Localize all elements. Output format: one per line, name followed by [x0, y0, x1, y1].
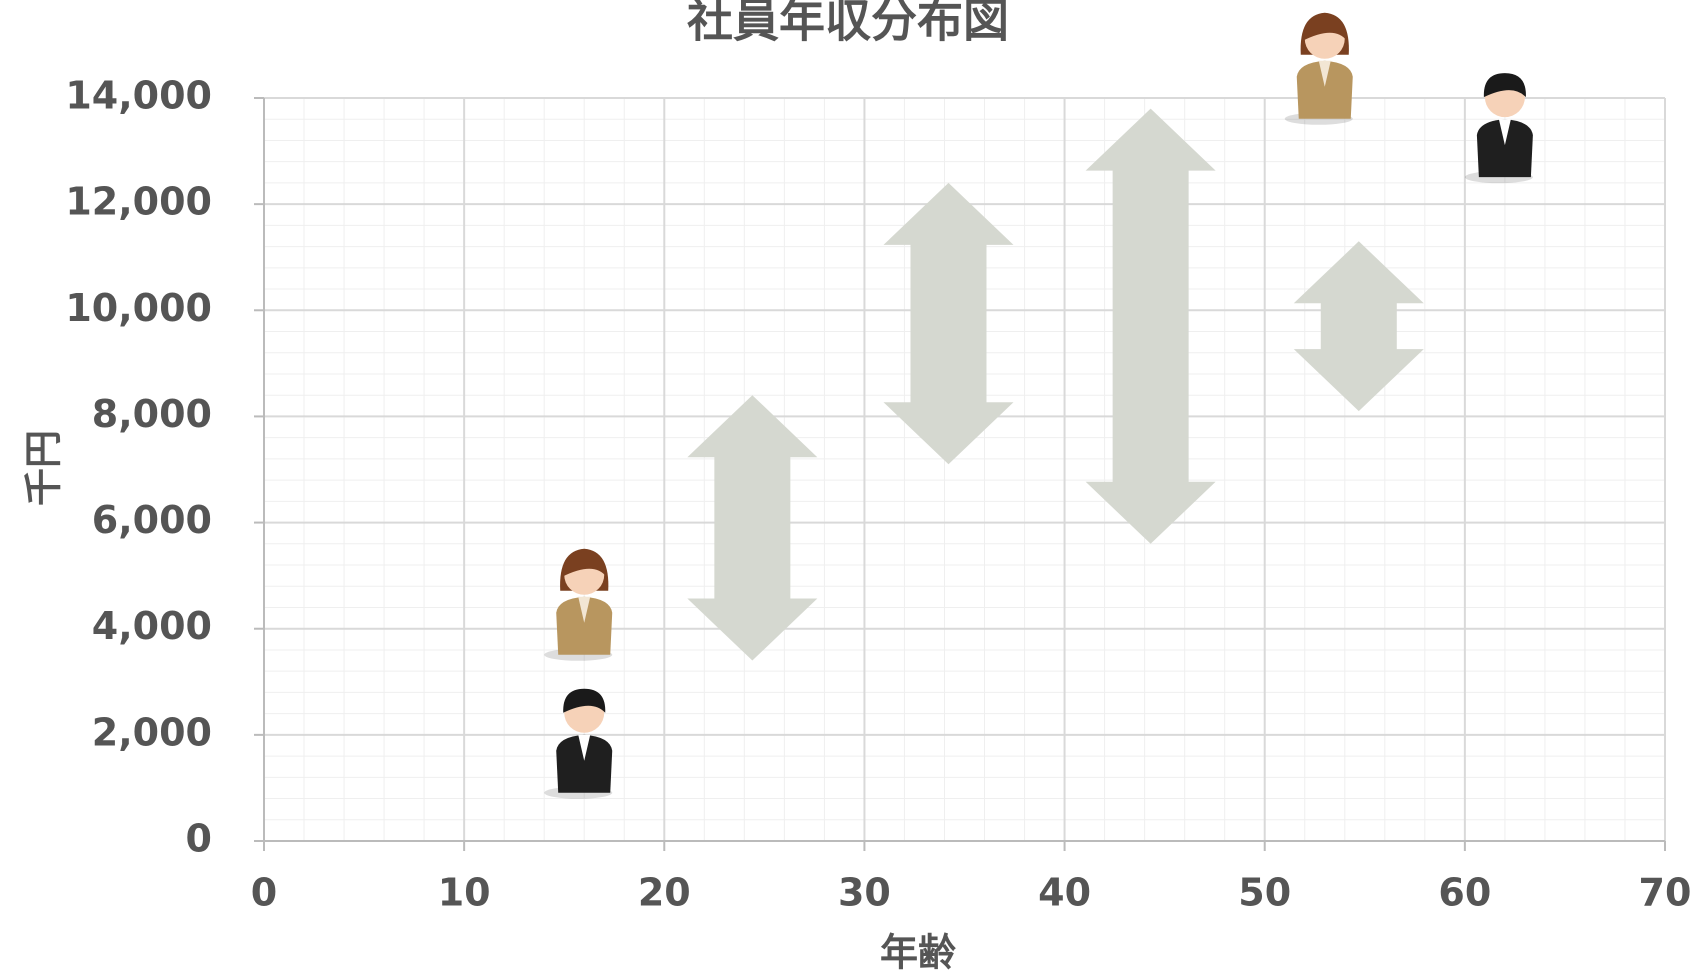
hair [563, 688, 606, 713]
y-tick-label: 8,000 [92, 392, 212, 436]
person-marker [544, 688, 613, 799]
x-tick-label: 20 [638, 871, 691, 915]
body [1296, 60, 1353, 119]
y-tick-label: 12,000 [65, 180, 212, 224]
x-axis-label: 年齢 [880, 931, 956, 975]
range-arrow [687, 395, 818, 661]
x-tick-label: 0 [251, 871, 277, 915]
y-axis-label: 千円 [22, 430, 66, 506]
range-arrow [883, 182, 1014, 465]
shirt [1498, 119, 1511, 146]
y-tick-label: 2,000 [92, 710, 212, 754]
shirt [578, 596, 591, 623]
shirt [578, 734, 591, 761]
body [556, 596, 613, 655]
shirt [1318, 60, 1331, 87]
body [1476, 119, 1533, 178]
hair [562, 550, 607, 577]
x-tick-label: 70 [1639, 871, 1692, 915]
person-marker [1464, 73, 1533, 184]
y-tick-label: 14,000 [65, 74, 212, 118]
x-tick-label: 60 [1438, 871, 1491, 915]
chart-title: 社員年収分布図 [687, 0, 1009, 48]
body [556, 734, 613, 793]
y-tick-label: 0 [186, 817, 212, 861]
person-marker [1284, 12, 1353, 125]
x-tick-label: 10 [438, 871, 491, 915]
y-tick-label: 6,000 [92, 498, 212, 542]
range-arrow [1085, 108, 1216, 544]
y-tick-label: 10,000 [65, 286, 212, 330]
person-marker [544, 548, 613, 661]
y-tick-label: 4,000 [92, 604, 212, 648]
x-tick-label: 50 [1238, 871, 1291, 915]
hair [1302, 14, 1347, 41]
x-tick-label: 30 [838, 871, 891, 915]
range-arrow [1293, 241, 1424, 412]
hair [1483, 73, 1526, 98]
x-tick-label: 40 [1038, 871, 1091, 915]
